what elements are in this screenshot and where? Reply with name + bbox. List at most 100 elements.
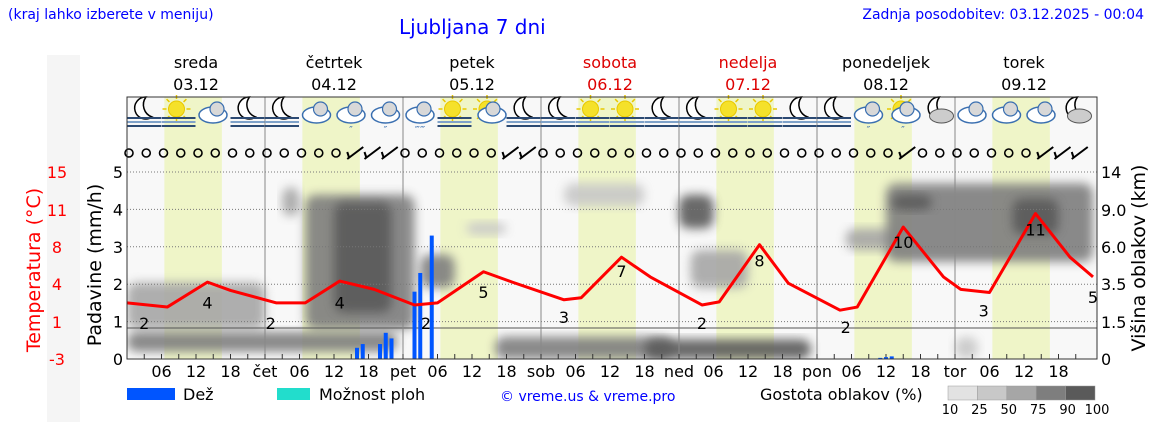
cloud-light-rain-icon: ″ [370,101,401,136]
cloudy-icon [957,101,987,124]
cloud-density-area [955,336,978,359]
moon-fog-icon [817,96,851,127]
density-swatch [1065,385,1096,401]
sun-cloud-icon [473,95,507,124]
temperature-label: 7 [616,262,626,281]
cloud-height-tick-label: 9.0 [1101,201,1126,220]
x-tick-label: 12 [186,362,206,381]
wind-calm-icon [572,148,583,158]
x-tick-label: 12 [1014,362,1034,381]
page-title: Ljubljana 7 dni [399,15,546,39]
left-axis-panel [47,55,80,422]
wind-calm-icon [279,148,290,158]
x-tick-label: 18 [358,362,378,381]
cloudy-icon [198,101,228,124]
x-tick-label: 18 [220,362,240,381]
day-name: ponedeljek [842,53,931,72]
x-tick-label: 06 [979,362,999,381]
cloud-density-area [127,282,265,330]
wind-calm-icon [262,148,272,158]
wind-calm-icon [762,148,773,158]
x-tick-label: ned [664,362,694,381]
sun-fog-icon [575,95,610,127]
wind-calm-icon [693,148,704,158]
temperature-tick-label: 15 [47,163,67,182]
cloud-light-rain-icon: ″ [853,101,884,136]
density-level-label: 50 [1001,403,1018,418]
density-swatch [977,385,1008,401]
density-level-label: 10 [942,403,959,418]
cloud-density-area [495,336,674,359]
wind-calm-icon [417,148,428,158]
wind-calm-icon [865,148,876,158]
x-tick-label: 12 [600,362,620,381]
svg-text:″: ″ [384,125,388,136]
cloud-density-area [1012,198,1059,235]
moon-cloud-icon [1065,96,1092,124]
last-updated: Zadnja posodobitev: 03.12.2025 - 00:04 [862,7,1144,23]
temperature-tick-label: 8 [52,238,62,257]
wind-calm-icon [193,148,203,158]
wind-barb-icon [1036,146,1054,160]
temperature-label: 5 [1088,288,1098,307]
wind-calm-icon [538,148,548,158]
cloud-height-tick-label: 1.5 [1101,313,1126,332]
copyright-link[interactable]: © vreme.us & vreme.pro [500,389,675,405]
x-tick-label: sob [527,362,555,381]
wind-calm-icon [641,148,652,158]
x-tick-label: 06 [151,362,171,381]
wind-calm-icon [124,148,134,158]
wind-barb-icon [898,146,916,160]
cloud-density-area [679,194,714,229]
daylight-band [578,97,636,359]
cloud-density-area [420,254,455,288]
x-tick-label: tor [944,362,967,381]
rain-bar [355,347,359,359]
precip-tick-label: 0 [113,350,123,369]
density-level-label: 75 [1030,403,1047,418]
wind-calm-icon [848,148,859,158]
temperature-label: 2 [421,314,431,333]
wind-calm-icon [434,148,445,158]
cloud-rain-icon: ‴‴ [405,101,435,136]
temperature-label: 8 [754,252,764,271]
x-tick-label: pet [390,362,416,381]
wind-calm-icon [141,148,152,158]
day-date: 03.12 [173,75,219,94]
wind-barb-icon [346,146,364,160]
density-level-label: 100 [1085,403,1110,418]
wind-calm-icon [244,148,255,158]
sun-fog-icon [161,95,196,127]
wind-calm-icon [727,148,738,158]
day-date: 07.12 [725,75,771,94]
temperature-label: 5 [478,283,488,302]
density-level-label: 90 [1059,403,1076,418]
wind-calm-icon [486,148,497,158]
cloud-height-tick-label: 3.5 [1101,275,1126,294]
x-tick-label: 18 [496,362,516,381]
temperature-label: 2 [841,318,851,337]
moon-fog-icon [782,96,817,127]
moon-fog-icon [506,96,541,127]
density-swatch [1006,385,1037,401]
density-swatch [947,385,978,401]
wind-calm-icon [175,148,186,158]
moon-fog-icon [679,96,713,127]
legend-showers-swatch [277,388,310,400]
rain-bar [412,291,417,359]
wind-calm-icon [952,148,962,158]
cloud-height-tick-label: 14 [1101,163,1121,182]
sun-fog-icon [713,95,748,127]
wind-calm-icon [555,148,566,158]
sun-fog-icon [748,95,782,127]
precip-tick-label: 1 [113,313,123,332]
wind-calm-icon [986,148,997,158]
legend-showers-label: Možnost ploh [319,385,425,404]
rain-bar [884,357,888,359]
cloud-height-tick-label: 0 [1101,350,1111,369]
moon-fog-icon [127,96,161,127]
rain-bar [383,332,388,359]
wind-calm-icon [296,148,307,158]
wind-calm-icon [883,148,893,158]
x-tick-label: 06 [841,362,861,381]
